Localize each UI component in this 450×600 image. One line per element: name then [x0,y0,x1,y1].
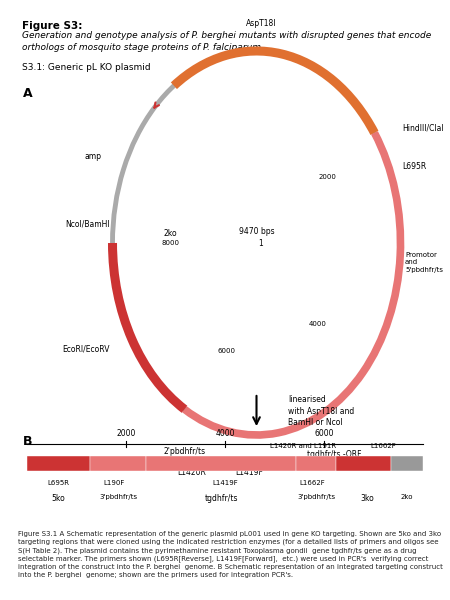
Text: 2000: 2000 [116,429,136,438]
FancyBboxPatch shape [296,456,336,471]
Text: Figure S3:: Figure S3: [22,21,83,31]
Text: 3ko: 3ko [361,494,374,503]
Text: L1420R and L191R: L1420R and L191R [270,443,336,449]
Text: AspT18I: AspT18I [246,19,276,28]
Text: L1419F: L1419F [235,468,263,477]
Text: 4000: 4000 [309,322,327,328]
Text: amp: amp [84,152,101,161]
FancyBboxPatch shape [336,456,392,471]
Text: 3ko: 3ko [149,344,162,353]
Text: 9470 bps: 9470 bps [238,226,274,235]
Text: tgdhfr/ts -ORF: tgdhfr/ts -ORF [307,450,361,459]
Text: L190F: L190F [104,480,125,486]
Text: linearised
with AspT18I and
BamHI or NcoI: linearised with AspT18I and BamHI or Nco… [288,395,354,427]
Text: L1419F: L1419F [212,480,238,486]
Text: 5ko: 5ko [52,494,66,503]
Text: 1: 1 [259,238,263,247]
Text: 6000: 6000 [314,429,334,438]
Text: L695R: L695R [403,161,427,170]
Text: S3.1: Generic pL KO plasmid: S3.1: Generic pL KO plasmid [22,63,151,72]
Text: Figure S3.1 A Schematic representation of the generic plasmid pL001 used in gene: Figure S3.1 A Schematic representation o… [18,531,443,577]
Text: L1662F: L1662F [142,459,170,468]
FancyBboxPatch shape [392,456,423,471]
FancyBboxPatch shape [27,456,90,471]
Text: A: A [22,87,32,100]
Text: 2ko: 2ko [401,494,414,500]
Text: L1662F: L1662F [299,480,325,486]
Text: tgdhfr/ts: tgdhfr/ts [204,494,238,503]
Text: Sko: Sko [288,43,304,52]
Text: 8000: 8000 [161,240,179,246]
Text: NcoI/BamHI: NcoI/BamHI [66,219,110,228]
Text: HindIII/ClaI: HindIII/ClaI [403,124,444,133]
FancyBboxPatch shape [146,456,296,471]
Text: 2'pbdhfr/ts: 2'pbdhfr/ts [164,447,206,456]
Text: 4000: 4000 [215,429,235,438]
Text: 3'pbdhfr/ts: 3'pbdhfr/ts [297,494,335,500]
Text: L695R: L695R [48,480,70,486]
Text: Promotor
and
5'pbdhfr/ts: Promotor and 5'pbdhfr/ts [405,252,443,272]
Text: 2ko: 2ko [163,229,177,238]
Text: L1662F: L1662F [370,443,396,449]
Text: 6000: 6000 [218,348,236,354]
Text: Generation and genotype analysis of P. berghei mutants with disrupted genes that: Generation and genotype analysis of P. b… [22,31,432,52]
Text: 3'pbdhfr/ts: 3'pbdhfr/ts [99,494,137,500]
Text: L1420R: L1420R [177,468,206,477]
FancyBboxPatch shape [90,456,146,471]
Text: B: B [22,435,32,448]
Text: 2000: 2000 [318,174,336,180]
Text: EcoRI/EcoRV: EcoRI/EcoRV [63,344,110,353]
